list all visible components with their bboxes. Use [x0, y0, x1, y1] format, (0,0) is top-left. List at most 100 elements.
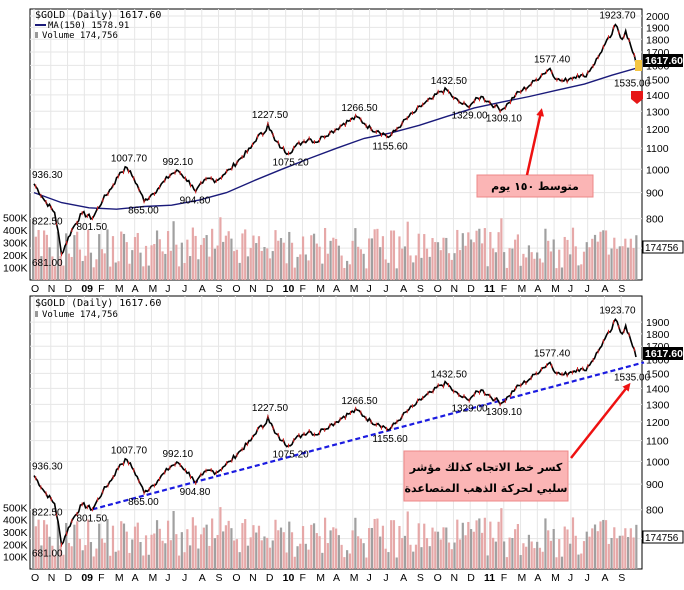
volume-bar	[211, 518, 214, 569]
price-annotation-label: 1227.50	[252, 110, 289, 121]
volume-bar	[43, 230, 46, 280]
volume-bar	[541, 262, 544, 280]
volume-bar	[117, 550, 120, 569]
volume-bar	[164, 543, 167, 569]
volume-bar	[296, 546, 299, 569]
volume-bar	[406, 511, 409, 569]
volume-bar	[326, 253, 329, 280]
volume-bar	[301, 526, 305, 569]
date-tick-label: F	[501, 283, 507, 295]
volume-bar	[340, 544, 343, 569]
volume-bar	[615, 248, 619, 280]
volume-bar	[120, 231, 123, 280]
volume-bar	[384, 259, 387, 280]
volume-bar	[610, 248, 613, 280]
price-annotation-label: 1155.60	[372, 141, 408, 152]
volume-bar	[423, 523, 426, 569]
volume-bar	[538, 547, 542, 569]
date-tick-label: S	[216, 283, 223, 295]
volume-bar	[282, 532, 285, 569]
volume-bar	[312, 233, 316, 280]
volume-bar	[150, 534, 153, 569]
volume-bar	[508, 248, 511, 280]
volume-bar	[233, 540, 236, 569]
volume-bar	[73, 235, 76, 280]
date-tick-label: F	[98, 572, 104, 584]
volume-bar	[522, 543, 525, 569]
volume-bar	[547, 240, 550, 280]
date-tick-label: A	[601, 572, 608, 584]
volume-bar	[106, 519, 109, 569]
volume-bar	[222, 531, 225, 569]
volume-bar	[629, 238, 632, 280]
volume-bar	[288, 231, 291, 280]
volume-bar	[340, 255, 343, 280]
volume-bar	[403, 535, 407, 569]
date-tick-label: N	[48, 283, 56, 295]
date-tick-label: A	[400, 283, 407, 295]
volume-bar	[40, 256, 43, 280]
volume-bar	[525, 257, 528, 280]
volume-bar	[37, 519, 40, 569]
volume-bar	[147, 265, 150, 280]
volume-bar	[128, 263, 131, 280]
volume-bar	[492, 537, 495, 569]
volume-bar	[213, 248, 216, 280]
volume-bar	[191, 227, 194, 280]
volume-bar	[604, 520, 608, 569]
volume-bar	[279, 238, 283, 280]
volume-bar	[260, 540, 263, 569]
volume-bar	[271, 251, 274, 280]
price-tick-label: 1400	[646, 90, 670, 102]
volume-bar	[172, 221, 175, 280]
price-annotation-label: 992.10	[162, 449, 193, 460]
top-price-annotations: 936.30 822.50 681.00 801.50 1007.70 865.00 992…	[32, 11, 651, 270]
date-tick-label: S	[417, 283, 424, 295]
price-annotation-label: 822.50	[32, 216, 63, 227]
volume-bar	[67, 253, 71, 280]
volume-bar	[92, 556, 95, 569]
volume-bar	[103, 542, 106, 569]
volume-bar	[420, 547, 423, 569]
price-tick-label: 800	[646, 214, 664, 226]
volume-bar	[175, 244, 178, 280]
volume-bar	[569, 254, 572, 280]
volume-bar	[62, 554, 65, 569]
bottom-callout-line1: كسر خط الاتجاه كذلك مؤشر	[409, 461, 563, 474]
top-callout-box	[476, 174, 594, 198]
volume-bar	[544, 228, 547, 280]
volume-bar	[511, 538, 514, 569]
volume-bar	[109, 266, 112, 280]
date-tick-label: A	[400, 572, 407, 584]
volume-bar	[274, 230, 277, 280]
volume-bar	[376, 228, 379, 280]
date-tick-label: J	[367, 572, 372, 584]
volume-bar	[420, 257, 423, 280]
volume-bar	[398, 525, 401, 569]
price-annotation-label: 936.30	[32, 462, 63, 473]
volume-bar	[98, 234, 101, 280]
volume-bar	[359, 249, 362, 280]
price-annotation-label: 681.00	[32, 258, 63, 269]
top-price-axis: 7008009001000110012001300140015001600170…	[646, 11, 670, 255]
date-tick-label: O	[31, 283, 39, 295]
volume-bar	[172, 510, 175, 569]
volume-bar	[560, 556, 564, 569]
volume-bar	[166, 520, 170, 569]
volume-bar	[131, 250, 134, 280]
volume-bar	[436, 531, 440, 569]
volume-bar	[45, 234, 48, 280]
volume-bar	[197, 548, 200, 569]
volume-bar	[381, 525, 385, 569]
volume-bar	[114, 551, 117, 569]
date-tick-label: J	[182, 572, 187, 584]
volume-bar	[92, 267, 95, 280]
volume-bar	[635, 235, 638, 280]
volume-bar	[169, 250, 172, 280]
date-tick-label: M	[518, 572, 527, 584]
price-annotation-label: 801.50	[76, 513, 107, 524]
date-tick-label: S	[618, 283, 625, 295]
price-annotation-label: 1309.10	[486, 114, 523, 125]
volume-bar	[607, 254, 610, 280]
volume-bar	[395, 557, 398, 569]
